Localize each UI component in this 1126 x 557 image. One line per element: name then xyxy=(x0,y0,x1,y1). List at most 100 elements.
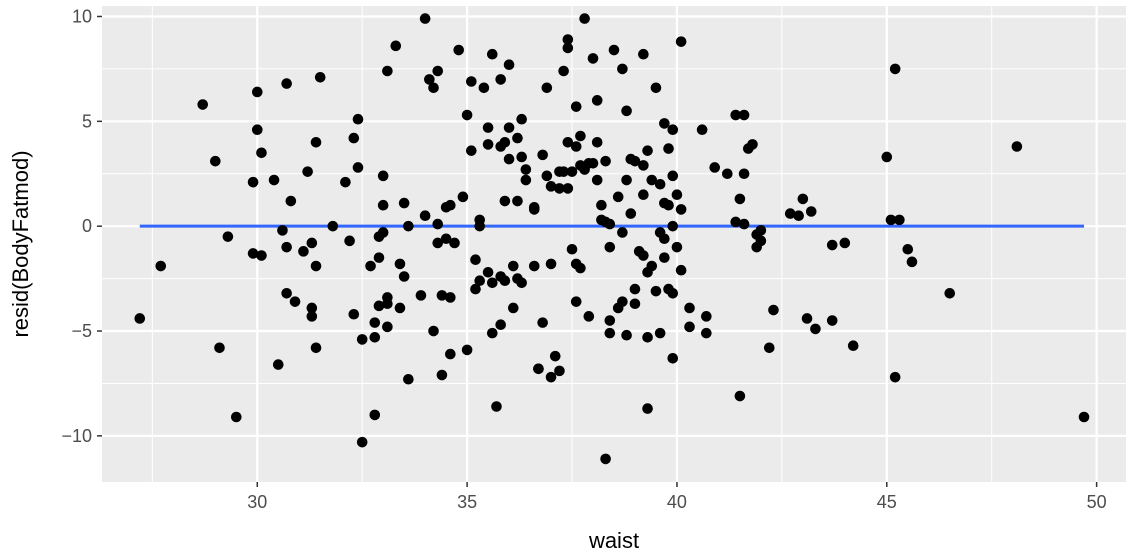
data-point xyxy=(428,82,439,94)
data-point xyxy=(734,193,746,205)
data-point xyxy=(684,321,695,333)
data-point xyxy=(499,136,511,148)
data-point xyxy=(537,149,548,161)
data-point xyxy=(369,332,381,343)
data-point xyxy=(667,220,679,232)
data-point xyxy=(554,183,565,194)
data-point xyxy=(256,250,267,261)
data-point xyxy=(390,40,402,52)
data-point xyxy=(638,160,649,171)
data-point xyxy=(587,157,599,169)
data-point xyxy=(600,453,611,465)
data-point xyxy=(617,63,628,75)
data-point xyxy=(449,237,460,249)
data-point xyxy=(486,327,498,339)
data-point xyxy=(247,176,259,188)
y-tick-label: 10 xyxy=(72,6,92,26)
data-point xyxy=(486,277,498,289)
y-tick-label: 0 xyxy=(82,216,92,236)
data-point xyxy=(722,168,733,180)
data-point xyxy=(638,189,649,201)
data-point xyxy=(419,13,431,24)
data-point xyxy=(310,342,322,354)
data-point xyxy=(503,153,515,165)
data-point xyxy=(902,243,914,255)
x-tick-label: 50 xyxy=(1087,492,1107,512)
data-point xyxy=(298,246,309,257)
x-tick-label: 40 xyxy=(667,492,687,512)
data-point xyxy=(528,204,540,215)
data-point xyxy=(650,82,662,94)
data-point xyxy=(394,302,406,314)
data-point xyxy=(570,296,582,307)
data-point xyxy=(570,141,582,152)
data-point xyxy=(583,311,595,322)
data-point xyxy=(646,174,658,186)
data-point xyxy=(306,237,318,249)
data-point xyxy=(499,195,511,207)
data-point xyxy=(730,109,742,121)
data-point xyxy=(486,48,498,60)
data-point xyxy=(566,243,578,255)
data-point xyxy=(642,332,653,343)
data-point xyxy=(134,313,146,324)
data-point xyxy=(352,162,364,173)
y-tick-label: −10 xyxy=(61,426,92,446)
data-point xyxy=(268,174,280,186)
data-point xyxy=(659,118,670,129)
data-point xyxy=(663,199,674,211)
data-point xyxy=(570,101,582,112)
data-point xyxy=(432,65,444,77)
data-point xyxy=(591,95,603,106)
data-point xyxy=(466,76,477,87)
data-point xyxy=(516,151,527,163)
data-point xyxy=(667,352,679,364)
data-point xyxy=(625,208,637,219)
data-point xyxy=(701,327,712,339)
data-point xyxy=(503,59,515,71)
data-point xyxy=(348,132,360,144)
data-point xyxy=(608,44,620,56)
data-point xyxy=(684,302,695,314)
data-point xyxy=(445,348,456,360)
data-point xyxy=(671,189,683,201)
data-point xyxy=(432,237,444,249)
data-point xyxy=(302,166,313,177)
data-point xyxy=(470,283,481,295)
data-point xyxy=(654,327,666,339)
data-point xyxy=(826,239,838,251)
data-point xyxy=(440,233,452,245)
data-point xyxy=(562,136,574,148)
data-point xyxy=(1078,411,1090,423)
data-point xyxy=(562,183,574,194)
data-point xyxy=(575,262,586,274)
data-point xyxy=(675,36,687,47)
data-point xyxy=(373,252,385,263)
data-point xyxy=(466,145,477,156)
data-point xyxy=(654,178,666,190)
data-point xyxy=(738,168,750,180)
data-point xyxy=(629,155,641,167)
data-point xyxy=(675,264,687,276)
data-point xyxy=(696,124,708,136)
data-point xyxy=(356,436,368,448)
data-point xyxy=(889,63,901,75)
data-point xyxy=(528,260,540,272)
data-point xyxy=(558,166,569,177)
data-point xyxy=(247,248,259,259)
data-point xyxy=(251,86,263,98)
data-point xyxy=(428,325,439,337)
data-point xyxy=(256,147,267,159)
data-point xyxy=(755,235,767,247)
data-point xyxy=(768,304,779,316)
data-point xyxy=(377,227,389,238)
data-point xyxy=(642,145,653,156)
data-point xyxy=(482,122,494,133)
data-point xyxy=(1011,141,1023,152)
data-point xyxy=(738,218,750,230)
data-point xyxy=(671,241,683,253)
data-point xyxy=(453,44,465,56)
data-point xyxy=(424,74,435,85)
data-point xyxy=(747,139,758,150)
x-tick-label: 35 xyxy=(457,492,477,512)
